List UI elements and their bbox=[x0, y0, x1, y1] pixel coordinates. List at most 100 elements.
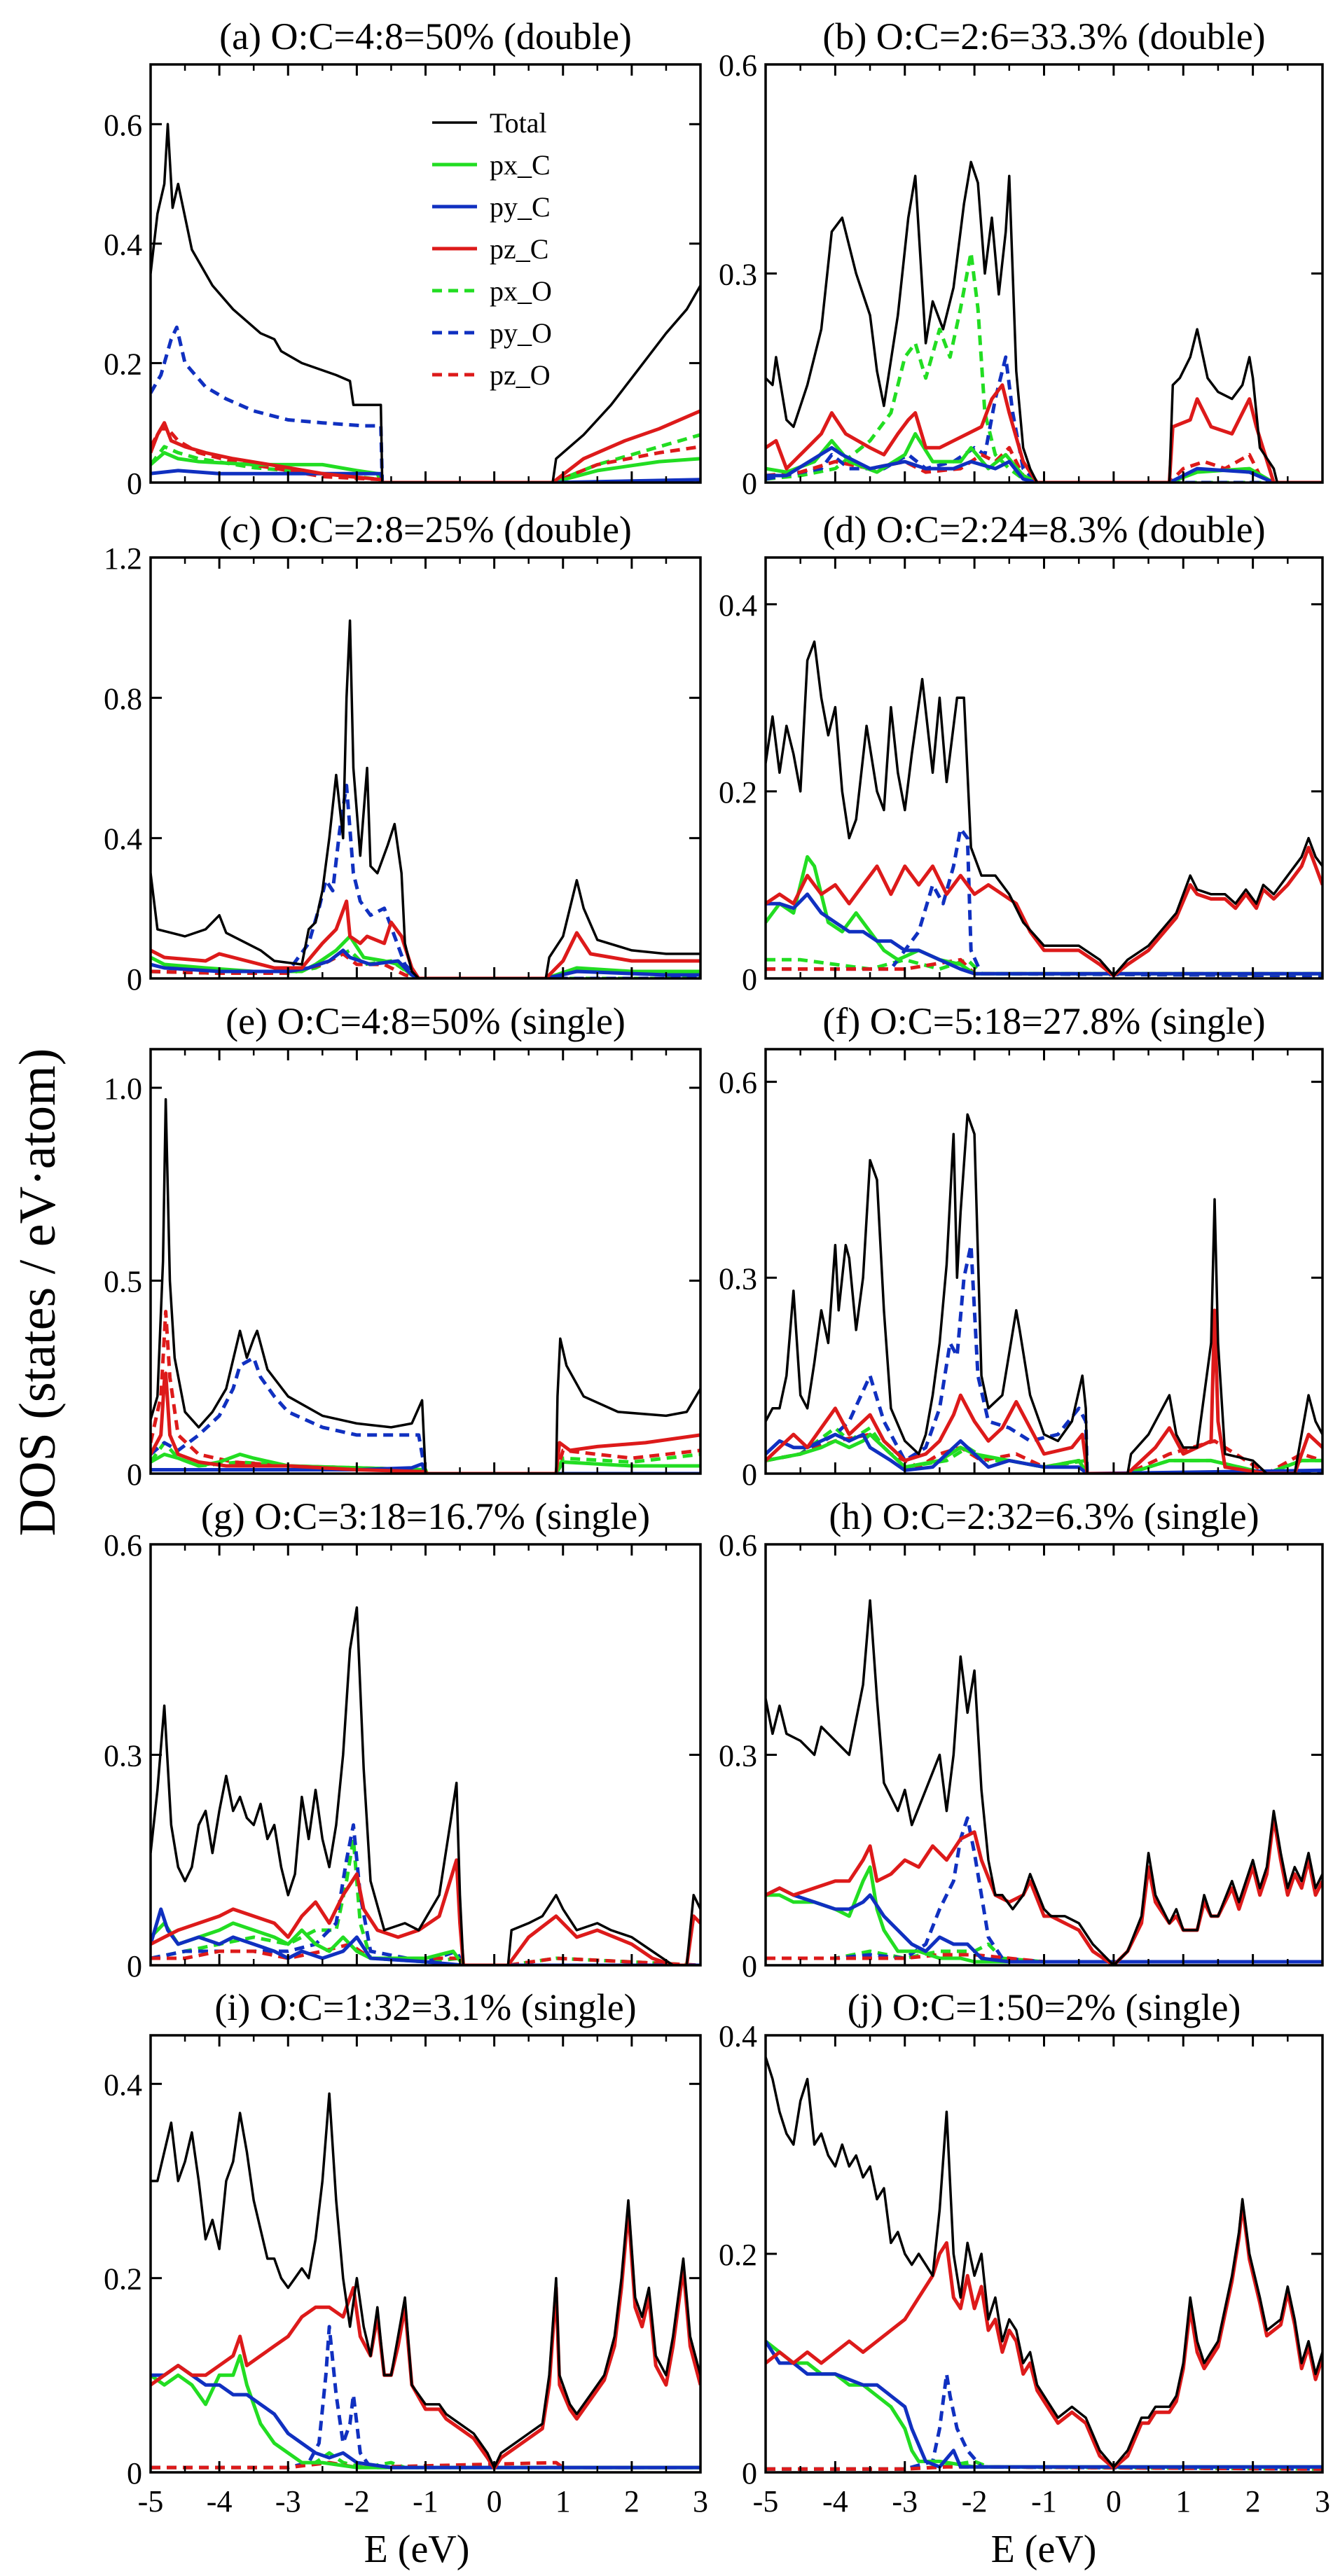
series-line-px-c bbox=[766, 1865, 1322, 1964]
series-line-pz-o bbox=[151, 1310, 700, 1474]
y-tick-label: 0 bbox=[127, 2456, 142, 2491]
y-tick-label: 0.5 bbox=[104, 1265, 142, 1299]
x-tick-label: 0 bbox=[487, 2484, 502, 2519]
series-line-py-c bbox=[766, 445, 1322, 483]
series-line-total bbox=[766, 1113, 1322, 1474]
y-tick-label: 0.8 bbox=[104, 681, 142, 716]
legend-label: py_O bbox=[490, 317, 552, 349]
x-tick-label: 3 bbox=[693, 2484, 708, 2519]
panel-c: (c) O:C=2:8=25% (double) 0 0.4 0.8 1.2 bbox=[104, 508, 702, 997]
series-line-py-c bbox=[766, 892, 1322, 976]
y-tick-label: 0.2 bbox=[719, 775, 757, 810]
series-line-pz-c bbox=[766, 1308, 1322, 1474]
panel-f: (f) O:C=5:18=27.8% (single) 0 0.3 0.6 bbox=[719, 1000, 1324, 1492]
x-tick-label: 2 bbox=[1245, 2484, 1261, 2519]
y-tick-label: 0.4 bbox=[104, 822, 142, 857]
panel-i: (i) O:C=1:32=3.1% (single) 0 0.2 0.4 -5 -4 -3 -… bbox=[104, 1986, 708, 2519]
y-tick-label: 0.6 bbox=[104, 108, 142, 142]
series-line-total bbox=[151, 1606, 700, 1965]
series-line-total bbox=[151, 2092, 700, 2469]
legend-label: py_C bbox=[490, 191, 551, 223]
panel-title: (h) O:C=2:32=6.3% (single) bbox=[829, 1495, 1259, 1537]
series-line-py-c bbox=[151, 1907, 700, 1965]
panel-b: (b) O:C=2:6=33.3% (double) 0 0.3 0.6 bbox=[719, 15, 1324, 501]
series-line-py-o bbox=[151, 2325, 700, 2470]
y-tick-label: 0.2 bbox=[104, 2262, 142, 2297]
y-tick-label: 0.3 bbox=[104, 1739, 142, 1773]
y-tick-label: 0.6 bbox=[719, 48, 757, 83]
series-line-total bbox=[151, 123, 700, 483]
panel-d: (d) O:C=2:24=8.3% (double) 0 0.2 0.4 bbox=[719, 508, 1324, 997]
x-tick-label: 1 bbox=[1175, 2484, 1191, 2519]
y-tick-label: 1.2 bbox=[104, 541, 142, 576]
series-line-py-o bbox=[151, 1356, 700, 1474]
panel-title: (d) O:C=2:24=8.3% (double) bbox=[822, 508, 1265, 550]
y-tick-label: 0 bbox=[742, 1457, 757, 1492]
y-tick-label: 0.2 bbox=[719, 2238, 757, 2272]
y-tick-label: 0.6 bbox=[104, 1528, 142, 1563]
panel-title: (e) O:C=4:8=50% (single) bbox=[226, 1000, 626, 1042]
x-axis-label-right: E (eV) bbox=[991, 2528, 1097, 2571]
series-line-py-o bbox=[766, 826, 1322, 978]
y-tick-label: 0.3 bbox=[719, 258, 757, 292]
y-tick-label: 0.3 bbox=[719, 1739, 757, 1773]
x-tick-label: -4 bbox=[207, 2484, 233, 2519]
panel-title: (i) O:C=1:32=3.1% (single) bbox=[214, 1986, 636, 2028]
series-line-total bbox=[766, 1599, 1322, 1965]
series-line-px-o bbox=[766, 251, 1322, 483]
series-line-px-o bbox=[151, 1441, 700, 1474]
series-line-total bbox=[151, 1097, 700, 1474]
y-tick-label: 0.6 bbox=[719, 1528, 757, 1563]
y-tick-label: 0 bbox=[742, 1949, 757, 1983]
y-axis-label: DOS (states / eV·atom) bbox=[9, 1048, 67, 1537]
x-tick-label: 3 bbox=[1315, 2484, 1330, 2519]
x-tick-label: 1 bbox=[555, 2484, 571, 2519]
series-line-py-c bbox=[766, 1886, 1322, 1964]
panel-curves bbox=[766, 640, 1322, 978]
x-tick-label: -2 bbox=[962, 2484, 988, 2519]
x-tick-label: -4 bbox=[822, 2484, 848, 2519]
x-tick-label: 2 bbox=[624, 2484, 640, 2519]
x-tick-label: -1 bbox=[1031, 2484, 1057, 2519]
panel-g: (g) O:C=3:18=16.7% (single) 0 0.3 0.6 bbox=[104, 1495, 702, 1983]
series-line-py-o bbox=[766, 1243, 1322, 1474]
y-tick-label: 0.2 bbox=[104, 347, 142, 381]
y-tick-label: 0.4 bbox=[104, 2068, 142, 2102]
panel-curves bbox=[766, 160, 1322, 483]
y-tick-label: 0.4 bbox=[104, 228, 142, 262]
x-tick-label: -3 bbox=[275, 2484, 301, 2519]
y-tick-label: 0 bbox=[127, 962, 142, 997]
series-line-py-o bbox=[151, 325, 700, 483]
x-tick-label: -5 bbox=[138, 2484, 164, 2519]
legend: Total px_C py_C pz_C px_O py_O pz_O bbox=[432, 107, 552, 391]
x-tick-label: -1 bbox=[413, 2484, 438, 2519]
series-line-pz-c bbox=[151, 899, 700, 978]
panel-j: (j) O:C=1:50=2% (single) 0 0.2 0.4 -5 -4 -3 -2 -… bbox=[719, 1986, 1330, 2519]
series-line-px-c bbox=[766, 1432, 1322, 1474]
legend-label: px_O bbox=[490, 275, 552, 307]
panel-h: (h) O:C=2:32=6.3% (single) 0 0.3 0.6 bbox=[719, 1495, 1324, 1983]
y-tick-label: 0 bbox=[742, 962, 757, 997]
legend-label: pz_O bbox=[490, 359, 551, 391]
series-line-pz-c bbox=[766, 383, 1322, 483]
y-tick-label: 0 bbox=[127, 1949, 142, 1983]
panel-title: (b) O:C=2:6=33.3% (double) bbox=[822, 15, 1265, 57]
series-line-px-c bbox=[151, 2354, 700, 2470]
series-line-py-o bbox=[766, 355, 1322, 483]
series-line-py-c bbox=[766, 2340, 1322, 2469]
panel-curves bbox=[151, 619, 700, 978]
panel-curves bbox=[766, 1113, 1322, 1474]
series-line-px-c bbox=[151, 1921, 700, 1965]
x-tick-label: -2 bbox=[344, 2484, 370, 2519]
x-axis-label-left: E (eV) bbox=[364, 2528, 470, 2571]
y-tick-label: 1.0 bbox=[104, 1072, 142, 1106]
y-tick-label: 0.3 bbox=[719, 1261, 757, 1296]
panel-title: (a) O:C=4:8=50% (double) bbox=[219, 15, 632, 57]
panel-e: (e) O:C=4:8=50% (single) 0 0.5 1.0 bbox=[104, 1000, 702, 1492]
legend-label: Total bbox=[490, 107, 547, 139]
y-tick-label: 0.6 bbox=[719, 1066, 757, 1100]
series-line-pz-c bbox=[151, 409, 700, 483]
panel-title: (f) O:C=5:18=27.8% (single) bbox=[822, 1000, 1265, 1042]
legend-label: pz_C bbox=[490, 233, 548, 265]
